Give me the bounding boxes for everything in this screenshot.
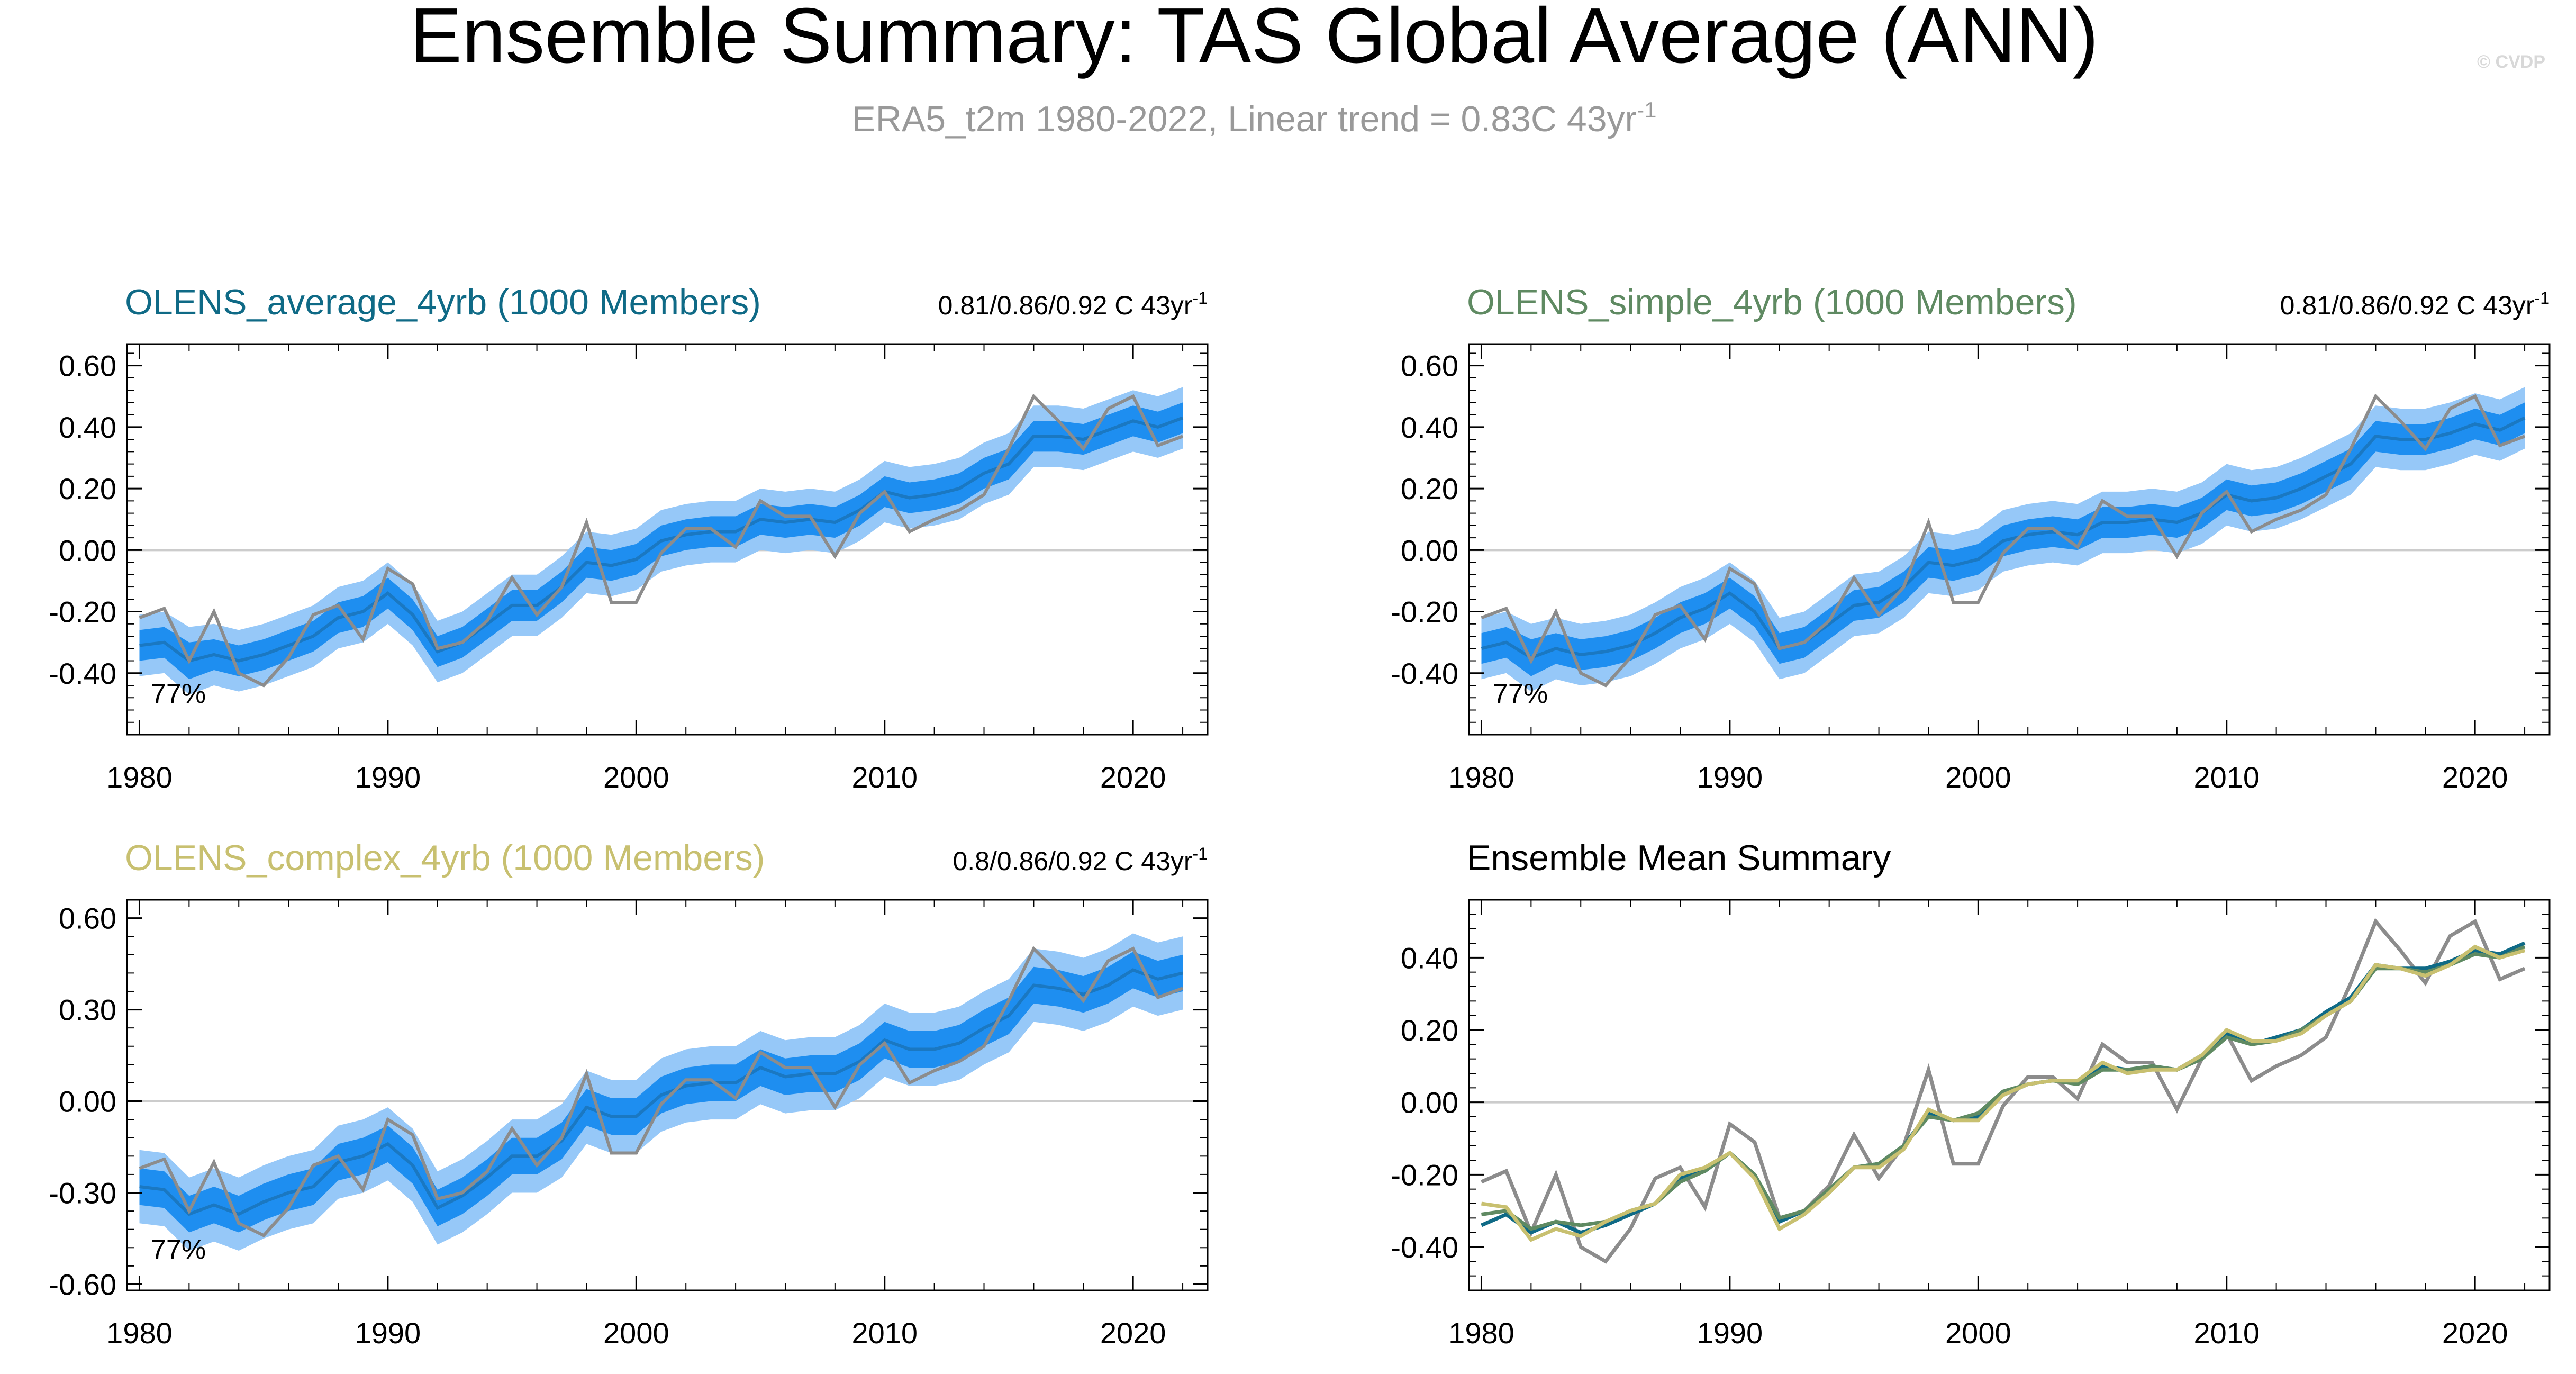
x-tick-label: 2020	[2442, 761, 2508, 794]
y-tick-label: 0.00	[59, 1085, 116, 1118]
trend-text: 0.81/0.86/0.92 C 43yr-1	[2280, 288, 2550, 320]
y-tick-label: 0.60	[59, 902, 116, 935]
y-tick-label: 0.60	[59, 349, 116, 383]
y-tick-label: -0.20	[49, 595, 116, 629]
series-line-era5-t2m	[1481, 918, 2526, 1264]
x-tick-label: 1990	[355, 761, 421, 794]
x-tick-label: 2010	[851, 1316, 918, 1350]
panel-title: Ensemble Mean Summary	[1467, 838, 1891, 878]
x-tick-label: 2000	[1945, 1316, 2011, 1350]
plot-frame	[126, 343, 1209, 736]
series-line-olens-complex-4yrb	[1481, 944, 2526, 1242]
trend-superscript: -1	[2535, 288, 2550, 308]
trend-value: 0.8/0.86/0.92 C 43yr	[953, 846, 1192, 876]
y-tick-label: -0.60	[49, 1268, 116, 1301]
x-tick-label: 2020	[2442, 1316, 2508, 1350]
x-tick-label: 2000	[603, 1316, 669, 1350]
y-tick-label: 0.40	[59, 411, 116, 444]
y-tick-label: 0.40	[1401, 941, 1458, 974]
series-line-olens-average-4yrb	[1481, 941, 2526, 1235]
percent-label: 77%	[151, 679, 206, 709]
x-tick-label: 1990	[1697, 1316, 1763, 1350]
x-tick-label: 2020	[1100, 761, 1166, 794]
x-tick-label: 1980	[1448, 1316, 1514, 1350]
subtitle-text: ERA5_t2m 1980-2022, Linear trend = 0.83C…	[851, 99, 1637, 139]
panel-title: OLENS_average_4yrb (1000 Members)	[125, 282, 761, 322]
plot-frame	[1468, 343, 2551, 736]
panel-2: -0.40 -0.20 0.00 0.20 0.40 0.60 1980 1990 2000 20…	[1391, 282, 2551, 794]
x-tick-label: 2000	[1945, 761, 2011, 794]
plot-frame	[126, 899, 1209, 1291]
trend-value: 0.81/0.86/0.92 C 43yr	[2280, 291, 2535, 320]
y-tick-label: 0.40	[1401, 411, 1458, 444]
x-tick-label: 2020	[1100, 1316, 1166, 1350]
trend-text: 0.81/0.86/0.92 C 43yr-1	[938, 288, 1208, 320]
x-tick-label: 1980	[106, 761, 173, 794]
trend-value: 0.81/0.86/0.92 C 43yr	[938, 291, 1193, 320]
y-tick-label: 0.00	[1401, 534, 1458, 567]
y-tick-label: 0.20	[1401, 1014, 1458, 1047]
x-tick-label: 1980	[1448, 761, 1514, 794]
y-tick-label: -0.40	[1391, 1231, 1458, 1264]
observation-line	[1481, 393, 2526, 688]
panel-1: -0.40 -0.20 0.00 0.20 0.40 0.60 1980 1990 2000 20…	[49, 282, 1209, 794]
inner-band	[139, 952, 1183, 1233]
trend-superscript: -1	[1193, 844, 1208, 863]
y-tick-label: -0.20	[1391, 595, 1458, 629]
y-tick-label: -0.20	[1391, 1158, 1458, 1191]
panel-4: -0.40 -0.20 0.00 0.20 0.40 1980 1990 2000 2010 20…	[1391, 838, 2551, 1350]
y-tick-label: -0.40	[1391, 657, 1458, 690]
x-tick-label: 1990	[1697, 761, 1763, 794]
observation-line	[139, 946, 1184, 1237]
series-line-olens-simple-4yrb	[1481, 945, 2526, 1231]
main-title: Ensemble Summary: TAS Global Average (AN…	[410, 0, 2098, 79]
subtitle-superscript: -1	[1637, 97, 1656, 122]
panel-title: OLENS_complex_4yrb (1000 Members)	[125, 838, 765, 878]
x-tick-label: 2010	[2193, 1316, 2260, 1350]
trend-superscript: -1	[1193, 288, 1208, 308]
x-tick-label: 2010	[851, 761, 918, 794]
y-tick-label: 0.00	[1401, 1086, 1458, 1119]
x-tick-label: 1980	[106, 1316, 173, 1350]
plot-frame	[1468, 899, 2551, 1291]
cvdp-watermark: © CVDP	[2477, 52, 2545, 72]
x-tick-label: 1990	[355, 1316, 421, 1350]
x-tick-label: 2000	[603, 761, 669, 794]
y-tick-label: 0.20	[59, 472, 116, 505]
main-subtitle: ERA5_t2m 1980-2022, Linear trend = 0.83C…	[851, 97, 1656, 139]
percent-label: 77%	[151, 1234, 206, 1265]
y-tick-label: 0.20	[1401, 472, 1458, 505]
y-tick-label: 0.60	[1401, 349, 1458, 383]
y-tick-label: 0.00	[59, 534, 116, 567]
panel-title: OLENS_simple_4yrb (1000 Members)	[1467, 282, 2077, 322]
y-tick-label: -0.40	[49, 657, 116, 690]
percent-label: 77%	[1493, 679, 1548, 709]
trend-text: 0.8/0.86/0.92 C 43yr-1	[953, 844, 1208, 876]
y-tick-label: -0.30	[49, 1177, 116, 1210]
observation-line	[139, 393, 1184, 688]
y-tick-label: 0.30	[59, 993, 116, 1027]
panel-3: -0.60 -0.30 0.00 0.30 0.60 1980 1990 2000 2010 20…	[49, 838, 1209, 1350]
x-tick-label: 2010	[2193, 761, 2260, 794]
